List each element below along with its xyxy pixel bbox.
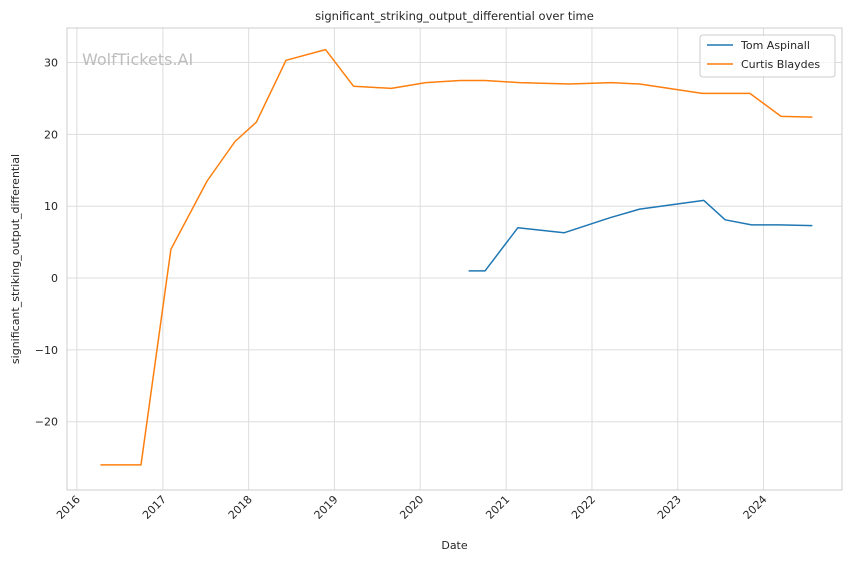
series-lines <box>100 48 813 466</box>
grid <box>67 28 842 490</box>
y-tick-label: 20 <box>44 128 58 141</box>
y-tick-label: 0 <box>51 272 58 285</box>
y-tick-label: −10 <box>35 344 58 357</box>
watermark: WolfTickets.AI <box>82 50 193 69</box>
legend-label-tom-aspinall: Tom Aspinall <box>740 39 810 52</box>
y-tick-label: 10 <box>44 200 58 213</box>
y-tick-label: 30 <box>44 56 58 69</box>
legend: Tom Aspinall Curtis Blaydes <box>699 34 836 78</box>
legend-box <box>699 34 836 78</box>
chart-title: significant_striking_output_differential… <box>315 9 594 23</box>
y-axis-title: significant_striking_output_differential <box>9 154 22 364</box>
plot-area <box>66 27 843 491</box>
series-line-tom-aspinall <box>468 199 813 272</box>
y-axis-ticks: −20 −10 0 10 20 30 <box>35 56 58 428</box>
x-axis-title: Date <box>441 539 468 552</box>
y-tick-label: −20 <box>35 416 58 429</box>
legend-label-curtis-blaydes: Curtis Blaydes <box>741 58 820 71</box>
series-line-curtis-blaydes <box>100 48 813 466</box>
